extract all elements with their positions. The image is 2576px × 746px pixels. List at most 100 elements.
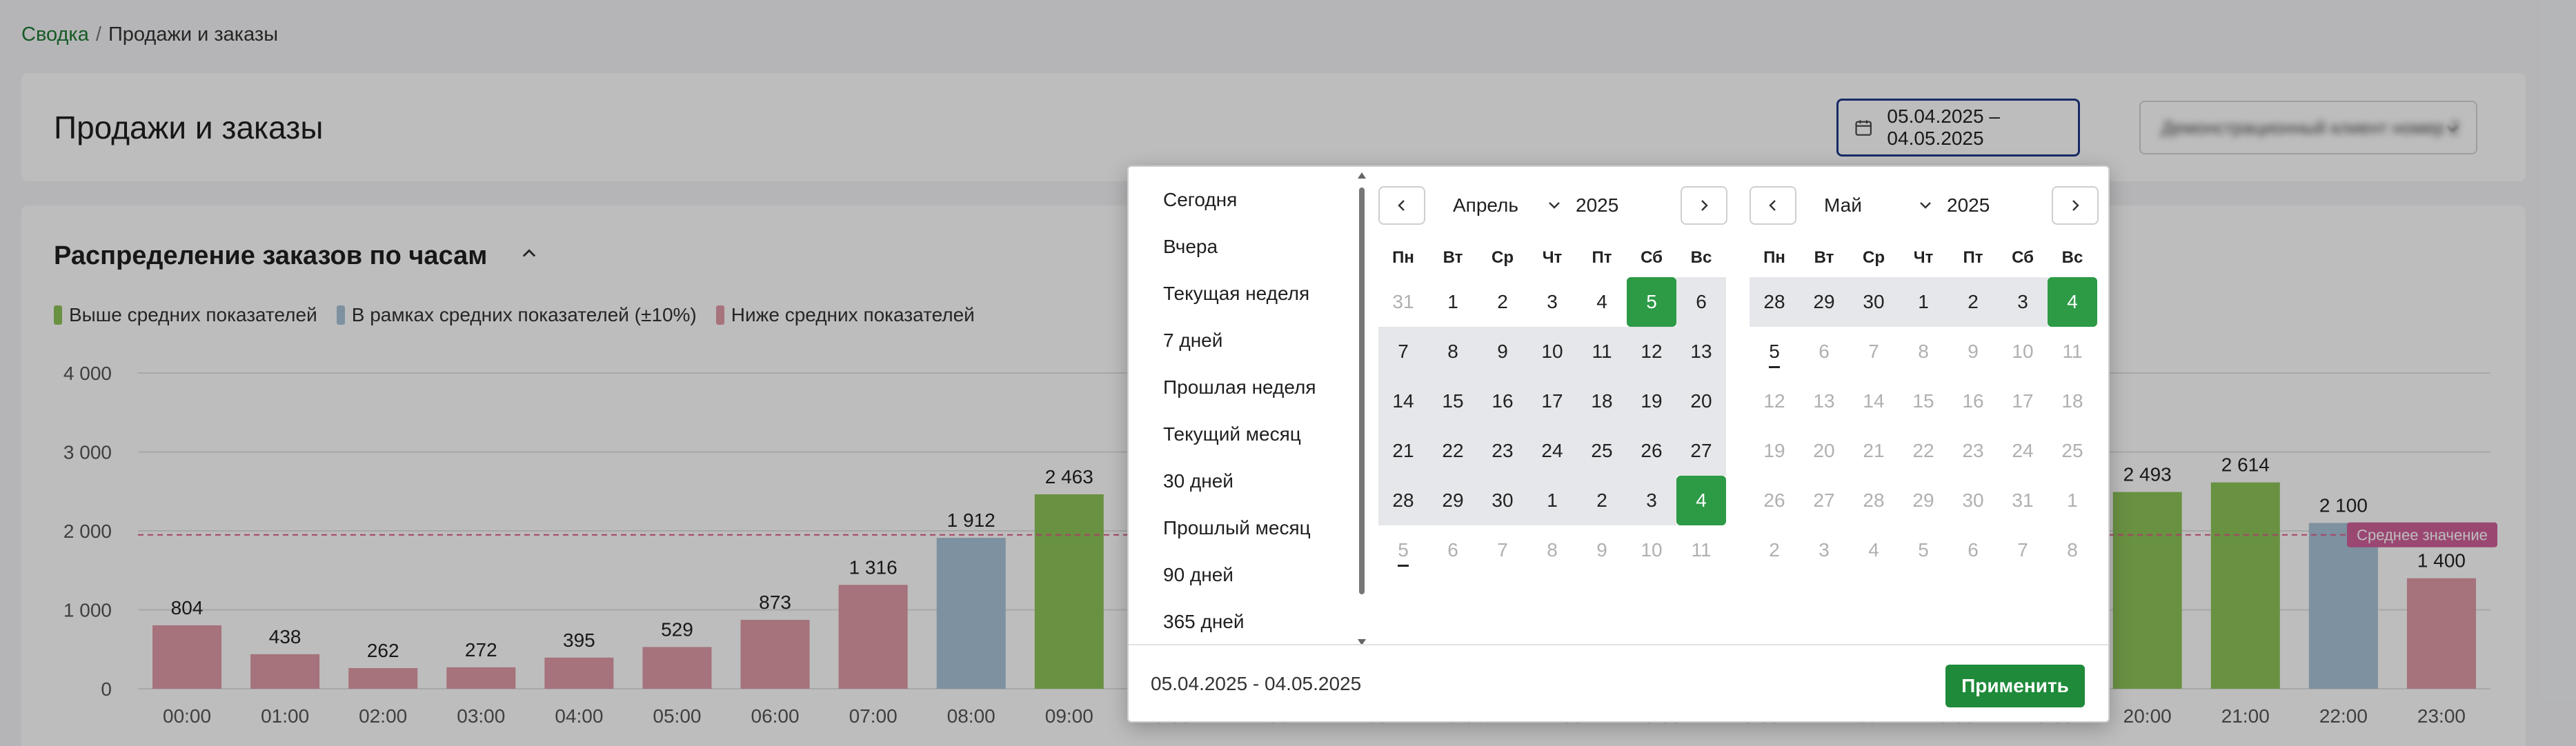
calendar-day[interactable]: 6 (1676, 277, 1726, 327)
preset-yesterday[interactable]: Вчера (1163, 236, 1218, 257)
date-range-input[interactable]: 05.04.2025 – 04.05.2025 (1836, 99, 2080, 157)
month-select[interactable]: Май (1824, 194, 1862, 216)
calendar-day[interactable]: 13 (1676, 327, 1726, 376)
next-month-button[interactable] (1681, 186, 1727, 225)
calendar-day[interactable]: 1 (1899, 277, 1948, 327)
calendar-day[interactable]: 6 (1968, 539, 1979, 561)
prev-month-button[interactable] (1378, 186, 1425, 225)
calendar-day[interactable]: 31 (1392, 291, 1414, 312)
client-select[interactable]: Демонстрационный клиент номер 2 (2139, 101, 2477, 154)
month-select[interactable]: Апрель (1453, 194, 1518, 216)
calendar-day[interactable]: 4 (2048, 277, 2097, 327)
preset-30-days[interactable]: 30 дней (1163, 470, 1233, 492)
calendar-day[interactable]: 7 (2017, 539, 2028, 561)
calendar-day[interactable]: 2 (1769, 539, 1780, 561)
calendar-day[interactable]: 23 (1962, 440, 1984, 461)
calendar-day[interactable]: 28 (1378, 476, 1428, 525)
calendar-day[interactable]: 17 (2012, 390, 2034, 412)
calendar-day[interactable]: 28 (1750, 277, 1799, 327)
calendar-day[interactable]: 2 (1497, 291, 1508, 312)
preset-365-days[interactable]: 365 дней (1163, 611, 1245, 632)
calendar-day[interactable]: 15 (1912, 390, 1934, 412)
scroll-thumb[interactable] (1359, 188, 1365, 594)
legend-item-within[interactable]: В рамках средних показателей (±10%) (336, 304, 697, 326)
calendar-day[interactable]: 10 (1527, 327, 1577, 376)
calendar-day[interactable]: 9 (1596, 539, 1607, 561)
calendar-day[interactable]: 19 (1763, 440, 1785, 461)
calendar-day[interactable]: 15 (1428, 376, 1478, 426)
calendar-day[interactable]: 23 (1478, 426, 1527, 476)
calendar-day[interactable]: 22 (1912, 440, 1934, 461)
year-select[interactable]: 2025 (1947, 194, 1990, 216)
calendar-day[interactable]: 28 (1863, 490, 1885, 511)
calendar-day[interactable]: 12 (1763, 390, 1785, 412)
calendar-day[interactable]: 6 (1819, 341, 1830, 362)
calendar-day[interactable]: 5 (1918, 539, 1929, 561)
calendar-day[interactable]: 31 (2012, 490, 2034, 511)
next-month-button[interactable] (2052, 186, 2099, 225)
calendar-day[interactable]: 30 (1849, 277, 1899, 327)
calendar-day[interactable]: 5 (1378, 525, 1428, 575)
breadcrumb-root-link[interactable]: Сводка (21, 23, 89, 46)
calendar-day[interactable]: 14 (1863, 390, 1885, 412)
calendar-day[interactable]: 13 (1813, 390, 1835, 412)
calendar-day[interactable]: 29 (1912, 490, 1934, 511)
calendar-day[interactable]: 20 (1676, 376, 1726, 426)
calendar-day[interactable]: 17 (1527, 376, 1577, 426)
calendar-day[interactable]: 14 (1378, 376, 1428, 426)
calendar-day[interactable]: 6 (1447, 539, 1458, 561)
preset-90-days[interactable]: 90 дней (1163, 564, 1233, 585)
calendar-day[interactable]: 26 (1763, 490, 1785, 511)
calendar-day[interactable]: 24 (1527, 426, 1577, 476)
calendar-day[interactable]: 10 (1641, 539, 1663, 561)
calendar-day[interactable]: 8 (2067, 539, 2078, 561)
calendar-day[interactable]: 30 (1962, 490, 1984, 511)
calendar-day[interactable]: 11 (1691, 539, 1712, 561)
calendar-day[interactable]: 16 (1962, 390, 1984, 412)
preset-current-month[interactable]: Текущий месяц (1163, 423, 1301, 445)
legend-item-below[interactable]: Ниже средних показателей (715, 304, 975, 326)
preset-current-week[interactable]: Текущая неделя (1163, 283, 1310, 304)
preset-last-week[interactable]: Прошлая неделя (1163, 376, 1316, 398)
calendar-day[interactable]: 3 (1547, 291, 1558, 312)
calendar-day[interactable]: 29 (1799, 277, 1849, 327)
calendar-day[interactable]: 21 (1863, 440, 1885, 461)
calendar-day[interactable]: 25 (2061, 440, 2083, 461)
calendar-day[interactable]: 18 (1577, 376, 1627, 426)
calendar-day[interactable]: 27 (1813, 490, 1835, 511)
chevron-up-icon[interactable] (519, 244, 539, 263)
prev-month-button[interactable] (1750, 186, 1796, 225)
calendar-day[interactable]: 4 (1868, 539, 1879, 561)
calendar-day[interactable]: 3 (1819, 539, 1830, 561)
calendar-day[interactable]: 20 (1813, 440, 1835, 461)
apply-button[interactable]: Применить (1945, 665, 2085, 707)
calendar-day[interactable]: 2 (1948, 277, 1998, 327)
calendar-day[interactable]: 30 (1478, 476, 1527, 525)
calendar-day[interactable]: 8 (1918, 341, 1929, 362)
calendar-day[interactable]: 1 (1527, 476, 1577, 525)
calendar-day[interactable]: 3 (1627, 476, 1676, 525)
calendar-day[interactable]: 21 (1378, 426, 1428, 476)
calendar-day[interactable]: 29 (1428, 476, 1478, 525)
calendar-day[interactable]: 19 (1627, 376, 1676, 426)
calendar-day[interactable]: 1 (2067, 490, 2078, 511)
calendar-day[interactable]: 16 (1478, 376, 1527, 426)
calendar-day[interactable]: 2 (1577, 476, 1627, 525)
calendar-day[interactable]: 10 (2012, 341, 2034, 362)
calendar-day[interactable]: 8 (1547, 539, 1558, 561)
calendar-day[interactable]: 7 (1378, 327, 1428, 376)
calendar-day[interactable]: 9 (1968, 341, 1979, 362)
preset-scrollbar[interactable] (1356, 172, 1366, 645)
calendar-day[interactable]: 26 (1627, 426, 1676, 476)
calendar-day[interactable]: 4 (1676, 476, 1726, 525)
calendar-day[interactable]: 27 (1676, 426, 1726, 476)
calendar-day[interactable]: 22 (1428, 426, 1478, 476)
calendar-day[interactable]: 11 (2062, 341, 2083, 362)
calendar-day[interactable]: 18 (2061, 390, 2083, 412)
legend-item-above[interactable]: Выше средних показателей (54, 304, 317, 326)
scroll-up-arrow-icon[interactable] (1358, 172, 1366, 179)
year-select[interactable]: 2025 (1576, 194, 1619, 216)
calendar-day[interactable]: 1 (1447, 291, 1458, 312)
calendar-day[interactable]: 7 (1868, 341, 1879, 362)
calendar-day[interactable]: 9 (1478, 327, 1527, 376)
